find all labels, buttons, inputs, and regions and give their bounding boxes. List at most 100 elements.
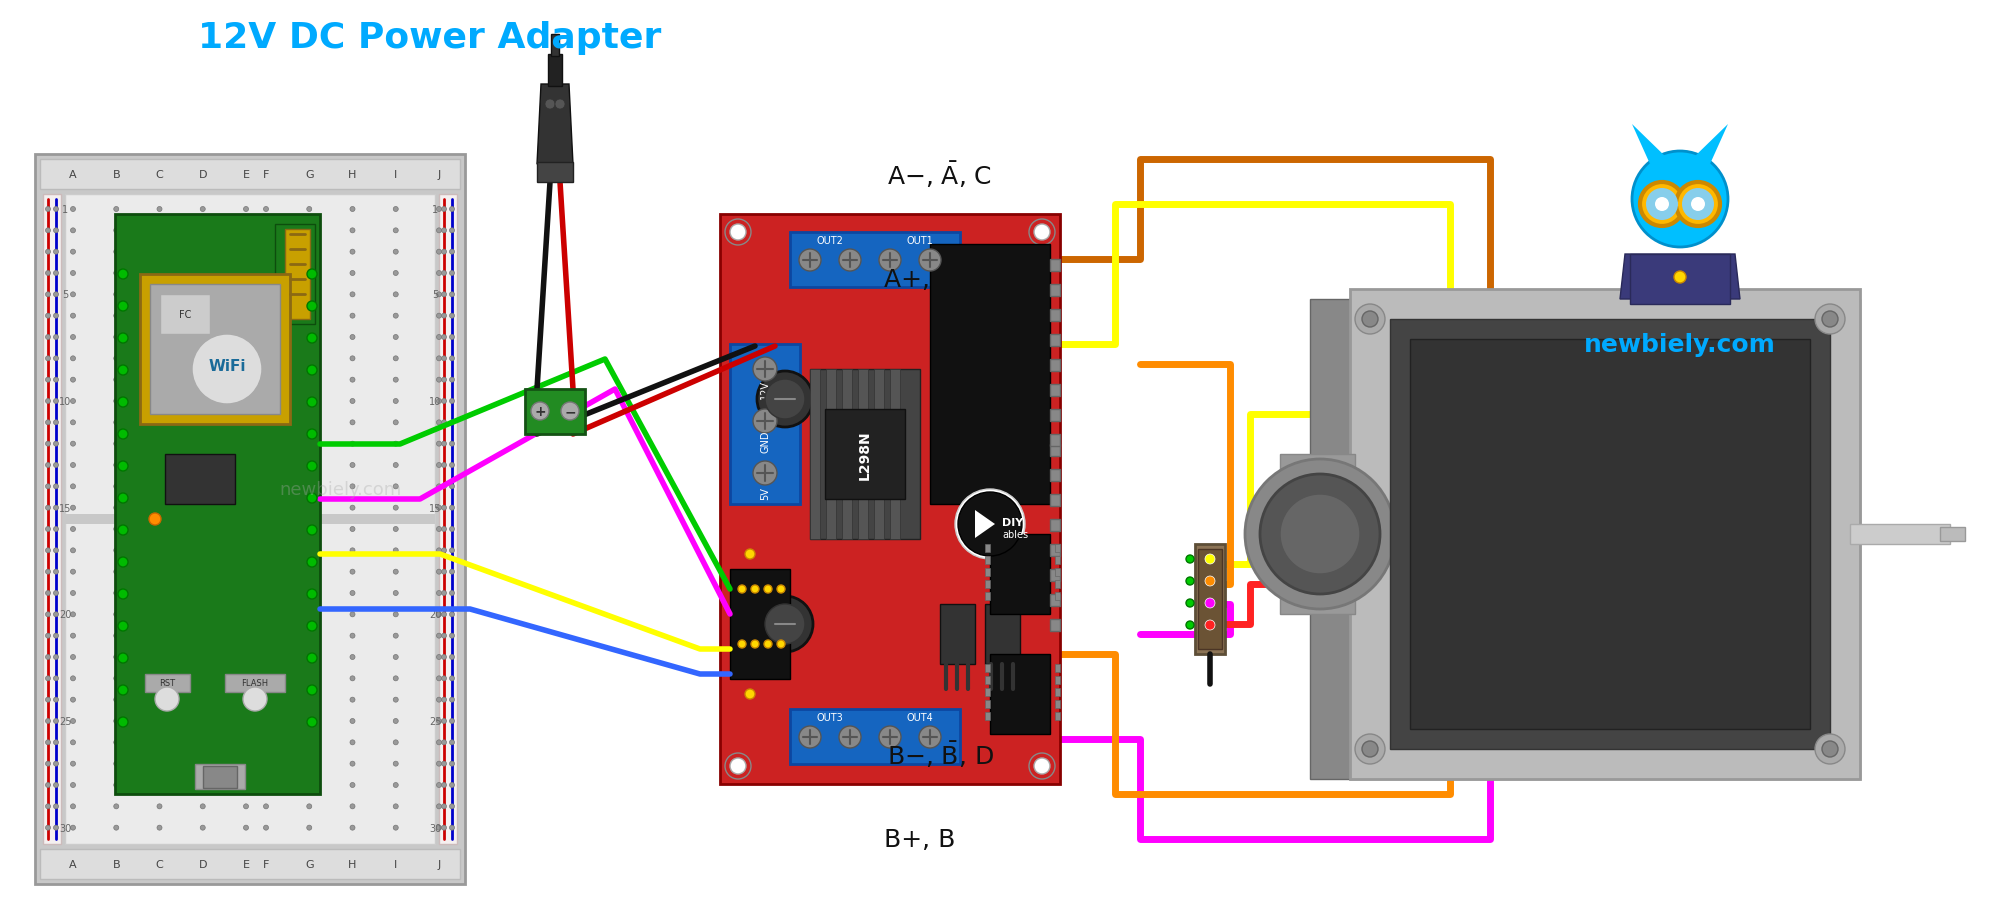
Circle shape — [46, 420, 50, 425]
Circle shape — [436, 250, 442, 255]
Circle shape — [350, 804, 356, 809]
FancyBboxPatch shape — [1056, 676, 1060, 684]
Text: E: E — [242, 169, 250, 179]
Circle shape — [70, 313, 76, 319]
Circle shape — [118, 333, 128, 343]
FancyBboxPatch shape — [1050, 495, 1060, 507]
Text: −: − — [564, 404, 576, 418]
Circle shape — [264, 633, 268, 639]
Circle shape — [306, 485, 312, 489]
Text: G: G — [304, 859, 314, 869]
Circle shape — [70, 548, 76, 553]
Circle shape — [436, 719, 442, 723]
Circle shape — [442, 612, 446, 617]
Circle shape — [306, 698, 312, 702]
Circle shape — [306, 655, 312, 660]
FancyBboxPatch shape — [986, 592, 990, 600]
Circle shape — [1682, 189, 1714, 220]
Circle shape — [158, 612, 162, 617]
Text: 30: 30 — [58, 823, 72, 833]
Circle shape — [158, 229, 162, 233]
Circle shape — [46, 229, 50, 233]
Circle shape — [766, 604, 806, 644]
Circle shape — [70, 463, 76, 468]
Circle shape — [264, 591, 268, 596]
Circle shape — [244, 612, 248, 617]
Circle shape — [442, 485, 446, 489]
Circle shape — [46, 313, 50, 319]
Circle shape — [70, 399, 76, 404]
Text: 5: 5 — [62, 290, 68, 300]
Circle shape — [450, 825, 454, 830]
FancyBboxPatch shape — [1196, 545, 1224, 654]
Circle shape — [244, 292, 248, 298]
Circle shape — [158, 378, 162, 383]
Text: I: I — [394, 859, 398, 869]
Circle shape — [70, 591, 76, 596]
Circle shape — [200, 335, 206, 340]
Circle shape — [244, 356, 248, 362]
Circle shape — [200, 292, 206, 298]
Circle shape — [114, 208, 118, 212]
FancyBboxPatch shape — [1390, 320, 1830, 749]
Circle shape — [46, 335, 50, 340]
Circle shape — [118, 717, 128, 727]
Circle shape — [158, 527, 162, 532]
Circle shape — [70, 420, 76, 425]
Circle shape — [1260, 475, 1380, 594]
FancyBboxPatch shape — [1050, 519, 1060, 531]
Circle shape — [70, 655, 76, 660]
FancyBboxPatch shape — [36, 155, 466, 884]
Text: GND: GND — [760, 430, 770, 453]
Circle shape — [264, 825, 268, 830]
Circle shape — [158, 633, 162, 639]
Circle shape — [46, 442, 50, 446]
Circle shape — [200, 208, 206, 212]
Text: F: F — [262, 859, 270, 869]
Circle shape — [436, 804, 442, 809]
Circle shape — [244, 548, 248, 553]
Circle shape — [158, 463, 162, 468]
FancyBboxPatch shape — [1050, 569, 1060, 581]
FancyBboxPatch shape — [204, 766, 238, 788]
Circle shape — [54, 804, 58, 809]
Circle shape — [114, 825, 118, 830]
FancyBboxPatch shape — [1050, 260, 1060, 271]
Circle shape — [350, 698, 356, 702]
Circle shape — [308, 685, 318, 695]
Circle shape — [450, 378, 454, 383]
Text: G: G — [304, 169, 314, 179]
FancyBboxPatch shape — [1056, 545, 1060, 552]
Circle shape — [442, 356, 446, 362]
Text: A: A — [70, 859, 76, 869]
Circle shape — [394, 313, 398, 319]
Circle shape — [442, 825, 446, 830]
FancyBboxPatch shape — [790, 710, 960, 764]
Circle shape — [114, 356, 118, 362]
Circle shape — [730, 225, 746, 241]
Circle shape — [436, 591, 442, 596]
FancyBboxPatch shape — [538, 163, 574, 183]
Circle shape — [450, 783, 454, 788]
Circle shape — [54, 271, 58, 276]
Circle shape — [306, 420, 312, 425]
Circle shape — [46, 548, 50, 553]
FancyBboxPatch shape — [940, 604, 976, 664]
FancyBboxPatch shape — [986, 580, 990, 589]
Circle shape — [1816, 304, 1844, 334]
Circle shape — [1640, 183, 1684, 227]
Circle shape — [46, 399, 50, 404]
Circle shape — [118, 270, 128, 280]
Circle shape — [70, 633, 76, 639]
Circle shape — [394, 569, 398, 575]
Circle shape — [200, 420, 206, 425]
Circle shape — [200, 356, 206, 362]
Circle shape — [70, 485, 76, 489]
FancyBboxPatch shape — [140, 275, 290, 425]
Circle shape — [442, 208, 446, 212]
Circle shape — [436, 229, 442, 233]
Circle shape — [562, 403, 580, 421]
Circle shape — [450, 548, 454, 553]
FancyBboxPatch shape — [874, 370, 884, 539]
FancyBboxPatch shape — [810, 370, 820, 539]
